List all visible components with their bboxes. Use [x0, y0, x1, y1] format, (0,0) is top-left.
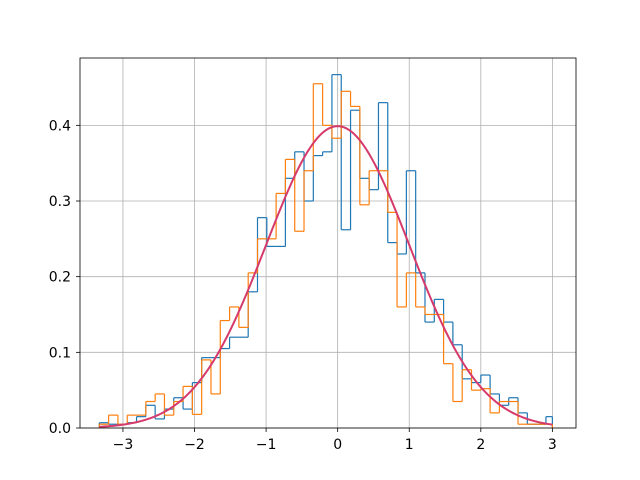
y-tick-label: 0.3	[49, 194, 71, 210]
x-tick-label: −2	[184, 437, 205, 453]
y-tick-label: 0.0	[49, 421, 71, 437]
y-tick-label: 0.1	[49, 345, 71, 361]
histogram-series-0	[98, 74, 553, 428]
ticks: −3 −2 −1 0 1 2 3 0.0 0.1 0.2 0.3 0.4	[49, 118, 557, 453]
y-tick-label: 0.2	[49, 270, 71, 286]
x-tick-label: 3	[548, 437, 557, 453]
x-tick-label: 0	[333, 437, 342, 453]
grid	[80, 58, 576, 429]
x-tick-label: −1	[256, 437, 277, 453]
x-tick-label: 1	[405, 437, 414, 453]
histogram-series-1	[98, 83, 553, 428]
series-layer	[98, 74, 553, 428]
plot-frame	[79, 57, 577, 429]
y-tick-label: 0.4	[49, 118, 71, 134]
normal-pdf-curve	[99, 125, 553, 428]
x-tick-label: −3	[113, 437, 134, 453]
x-tick-label: 2	[476, 437, 485, 453]
